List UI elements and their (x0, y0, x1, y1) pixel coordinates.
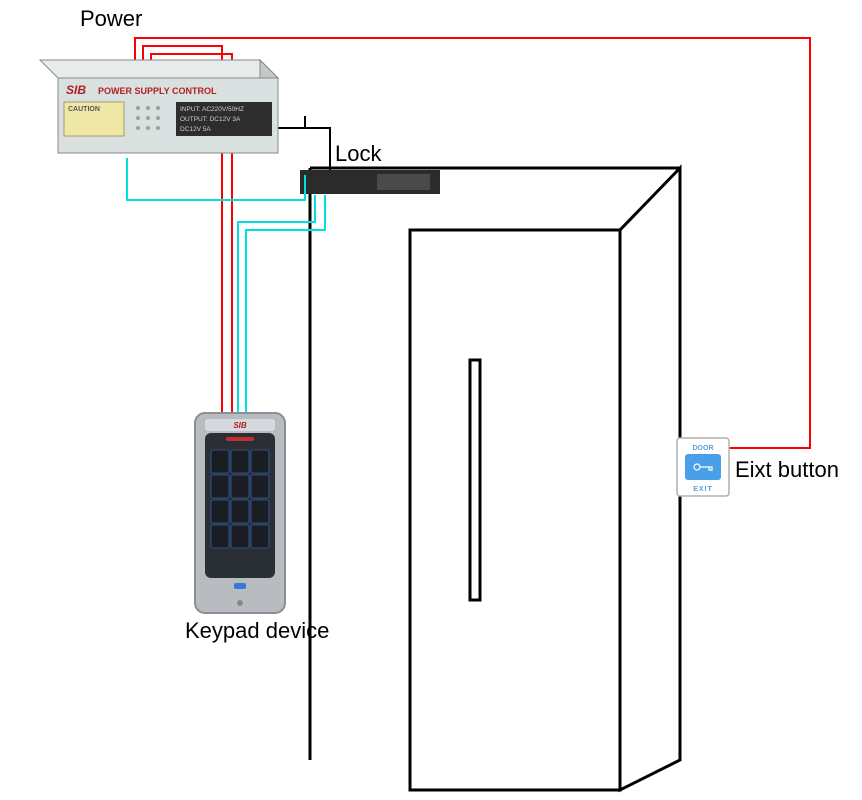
wire-cyan-keypad-to-lock-b (246, 195, 325, 413)
svg-text:SIB: SIB (66, 83, 86, 97)
lock-label: Lock (335, 141, 381, 167)
keypad-key[interactable] (211, 525, 229, 548)
keypad-key[interactable] (231, 450, 249, 473)
svg-text:CAUTION: CAUTION (68, 106, 100, 113)
keypad-key[interactable] (251, 500, 269, 523)
svg-text:EXIT: EXIT (693, 486, 713, 493)
svg-text:DC12V 5A: DC12V 5A (180, 126, 211, 133)
svg-text:DOOR: DOOR (693, 445, 714, 452)
keypad-key[interactable] (231, 475, 249, 498)
keypad-key[interactable] (231, 500, 249, 523)
keypad-key[interactable] (251, 475, 269, 498)
keypad-label: Keypad device (185, 618, 329, 644)
keypad-key[interactable] (211, 450, 229, 473)
keypad-key[interactable] (251, 525, 269, 548)
exit-button-label: Eixt button (735, 457, 839, 483)
keypad-key[interactable] (211, 500, 229, 523)
keypad-key[interactable] (211, 475, 229, 498)
power-supply-unit: SIB POWER SUPPLY CONTROL CAUTION INPUT: AC2… (40, 60, 278, 153)
exit-button[interactable]: DOOR EXIT (677, 438, 729, 496)
keypad-device[interactable]: SIB (195, 413, 285, 613)
wire-cyan-psu-to-lock (127, 158, 305, 200)
svg-text:INPUT: AC220V/50HZ: INPUT: AC220V/50HZ (180, 106, 244, 113)
lock-device (300, 170, 440, 194)
svg-text:POWER SUPPLY CONTROL: POWER SUPPLY CONTROL (98, 86, 217, 96)
door-frame (310, 168, 680, 790)
svg-text:OUTPUT: DC12V 3A: OUTPUT: DC12V 3A (180, 116, 241, 123)
power-label: Power (80, 6, 142, 32)
keypad-key[interactable] (231, 525, 249, 548)
keypad-key[interactable] (251, 450, 269, 473)
wire-cyan-keypad-to-lock-a (238, 195, 315, 413)
svg-text:SIB: SIB (233, 421, 247, 430)
